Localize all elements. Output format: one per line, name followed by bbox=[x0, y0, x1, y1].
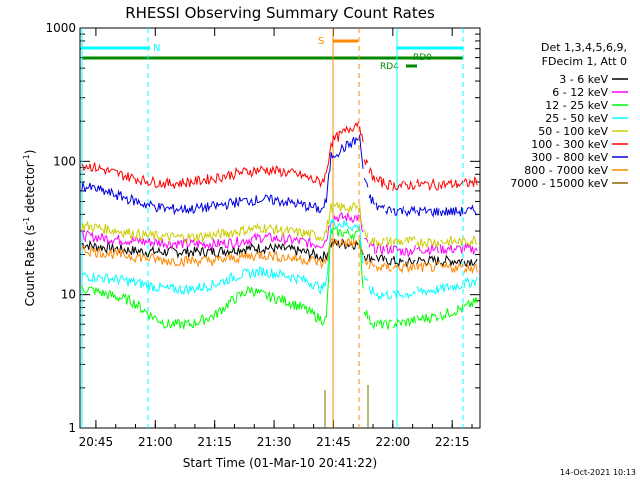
legend-header-line2: FDecim 1, Att 0 bbox=[542, 55, 627, 68]
x-tick-label: 21:45 bbox=[316, 435, 351, 449]
series-line bbox=[81, 237, 478, 275]
series-line bbox=[81, 218, 478, 301]
x-tick-label: 22:00 bbox=[376, 435, 411, 449]
rd0-label: RD0 bbox=[413, 53, 432, 63]
y-tick-label: 1 bbox=[68, 421, 76, 435]
legend-label: 3 - 6 keV bbox=[559, 73, 608, 86]
y-axis-title-sup1: -1 bbox=[22, 217, 31, 225]
series-layer bbox=[81, 121, 478, 330]
legend-header-line1: Det 1,3,4,5,6,9, bbox=[541, 41, 627, 54]
series-line bbox=[81, 226, 478, 330]
series-line bbox=[81, 201, 478, 249]
rd4-label: RD4 bbox=[380, 62, 399, 72]
y-axis-title-sup2: -1 bbox=[22, 154, 31, 162]
legend-label: 800 - 7000 keV bbox=[524, 164, 608, 177]
x-axis-title: Start Time (01-Mar-10 20:41:22) bbox=[183, 456, 377, 470]
y-tick-label: 1000 bbox=[45, 21, 76, 35]
series-line bbox=[81, 121, 478, 191]
legend-label: 50 - 100 keV bbox=[538, 125, 608, 138]
footer-timestamp: 14-Oct-2021 10:13 bbox=[560, 468, 636, 477]
y-axis-ticks: 1 10 100 1000 bbox=[45, 21, 480, 435]
legend-label: 25 - 50 keV bbox=[545, 112, 608, 125]
y-tick-label: 10 bbox=[61, 288, 76, 302]
legend-label: 100 - 300 keV bbox=[531, 138, 608, 151]
x-tick-label: 21:15 bbox=[197, 435, 232, 449]
saa-label-s: S bbox=[318, 36, 324, 47]
plot-frame bbox=[79, 27, 481, 429]
legend-label: 300 - 800 keV bbox=[531, 151, 608, 164]
x-axis-ticks: 20:45 21:00 21:15 21:30 21:45 22:00 22:15 bbox=[79, 28, 473, 449]
y-axis-title: Count Rate (s-1 detector-1) bbox=[22, 150, 37, 307]
night-label-n: N bbox=[153, 43, 160, 54]
y-tick-label: 100 bbox=[53, 154, 76, 168]
series-line bbox=[81, 238, 478, 268]
instrument-state-markers: N S RD0 RD4 bbox=[81, 36, 463, 72]
legend: Det 1,3,4,5,6,9, FDecim 1, Att 0 3 - 6 k… bbox=[510, 41, 628, 190]
y-axis-title-post: ) bbox=[23, 150, 37, 155]
legend-label: 7000 - 15000 keV bbox=[510, 177, 608, 190]
y-axis-title-pre: Count Rate (s bbox=[23, 225, 37, 307]
high-energy-spikes bbox=[324, 385, 369, 428]
x-tick-label: 22:15 bbox=[435, 435, 470, 449]
chart-title: RHESSI Observing Summary Count Rates bbox=[125, 4, 435, 22]
x-tick-label: 21:30 bbox=[257, 435, 292, 449]
x-tick-label: 20:45 bbox=[79, 435, 114, 449]
legend-label: 6 - 12 keV bbox=[552, 86, 608, 99]
x-tick-label: 21:00 bbox=[138, 435, 173, 449]
legend-label: 12 - 25 keV bbox=[545, 99, 608, 112]
series-line bbox=[81, 134, 478, 218]
y-axis-title-mid: detector bbox=[23, 162, 37, 217]
